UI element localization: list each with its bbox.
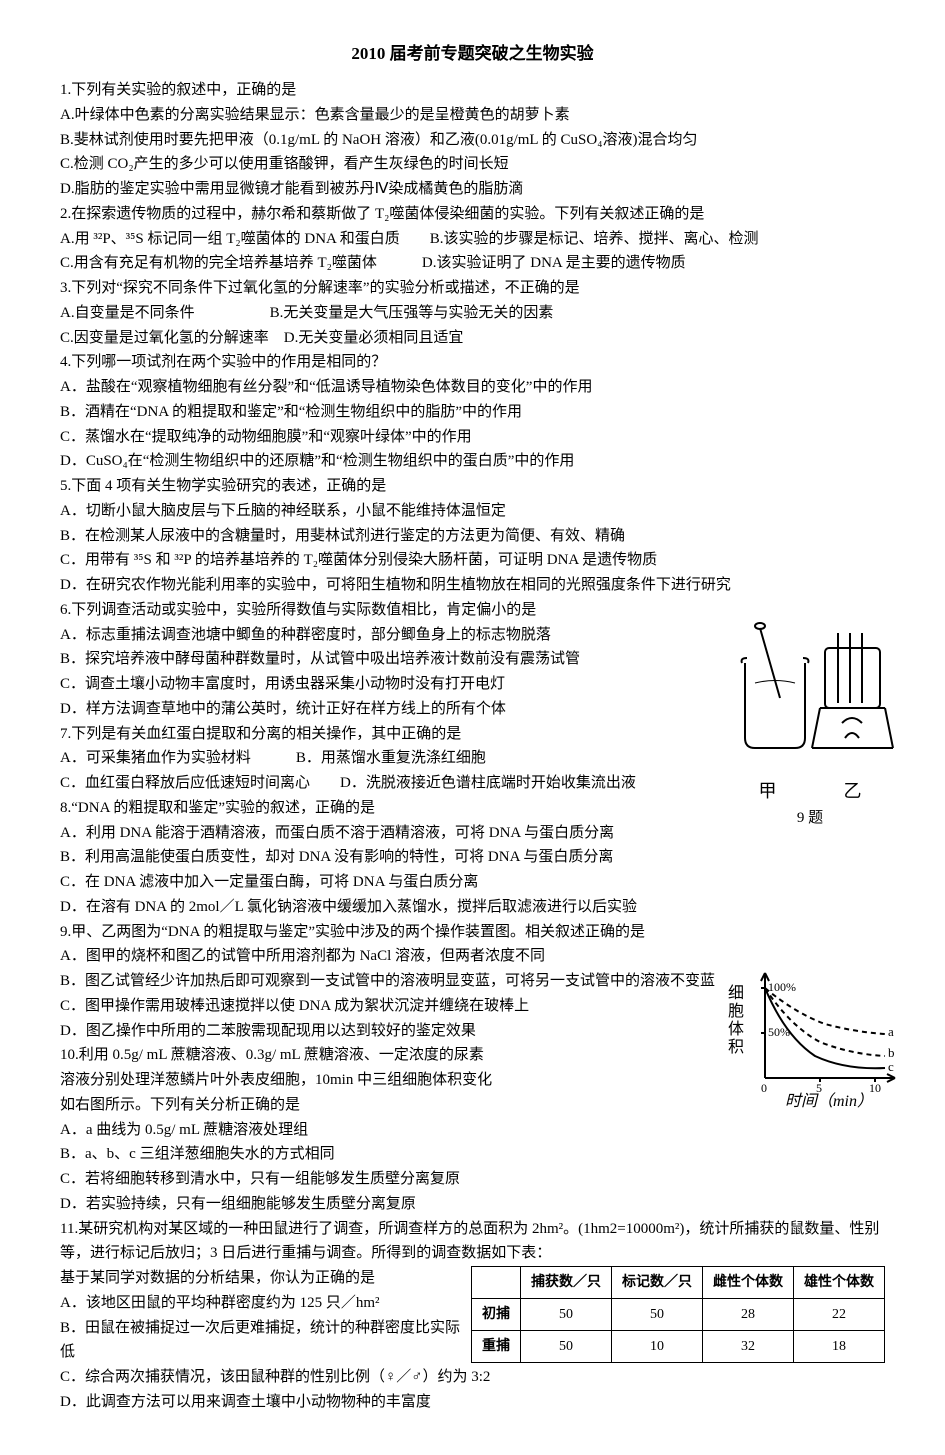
question-11: 11.某研究机构对某区域的一种田鼠进行了调查，所调查样方的总面积为 2hm²。(… (60, 1217, 885, 1415)
svg-text:b: b (888, 1045, 895, 1060)
ytick-100: 100% (768, 980, 796, 994)
ytick-50: 50% (768, 1025, 790, 1039)
text-line: D．CuSO₄在“检测生物组织中的还原糖”和“检测生物组织中的蛋白质”中的作用 (60, 449, 885, 474)
svg-text:胞: 胞 (728, 1002, 744, 1020)
table-cell: 28 (703, 1299, 794, 1331)
text-line: 1.下列有关实验的叙述中，正确的是 (60, 78, 885, 103)
svg-text:a: a (888, 1024, 894, 1039)
q11-option: C．综合两次捕获情况，该田鼠种群的性别比例（♀／♂）约为 3:2 (60, 1365, 885, 1390)
text-line: B．在检测某人尿液中的含糖量时，用斐林试剂进行鉴定的方法更为简便、有效、精确 (60, 524, 885, 549)
text-line: C.检测 CO₂产生的多少可以使用重铬酸钾，看产生灰绿色的时间长短 (60, 152, 885, 177)
text-line: B．a、b、c 三组洋葱细胞失水的方式相同 (60, 1142, 885, 1167)
text-line: A．a 曲线为 0.5g/ mL 蔗糖溶液处理组 (60, 1118, 885, 1143)
text-line: D.脂肪的鉴定实验中需用显微镜才能看到被苏丹Ⅳ染成橘黄色的脂肪滴 (60, 177, 885, 202)
figure-q9: 甲 乙 9 题 (725, 608, 895, 831)
text-line: B．利用高温能使蛋白质变性，却对 DNA 没有影响的特性，可将 DNA 与蛋白质… (60, 845, 885, 870)
text-line: C．用带有 ³⁵S 和 ³²P 的培养基培养的 T₂噬菌体分别侵染大肠杆菌，可证… (60, 548, 885, 573)
table-header (472, 1267, 521, 1299)
text-line: D．若实验持续，只有一组细胞能够发生质壁分离复原 (60, 1192, 885, 1217)
svg-text:体: 体 (728, 1020, 744, 1038)
text-line: C.因变量是过氧化氢的分解速率 D.无关变量必须相同且适宜 (60, 326, 885, 351)
page-title: 2010 届考前专题突破之生物实验 (60, 40, 885, 68)
text-line: B.斐林试剂使用时要先把甲液（0.1g/mL 的 NaOH 溶液）和乙液(0.0… (60, 128, 885, 153)
table-header: 雄性个体数 (794, 1267, 885, 1299)
fig9-caption: 9 题 (725, 806, 895, 831)
table-header: 捕获数／只 (521, 1267, 612, 1299)
svg-text:时间（min）: 时间（min） (785, 1092, 873, 1108)
text-line: A．盐酸在“观察植物细胞有丝分裂”和“低温诱导植物染色体数目的变化”中的作用 (60, 375, 885, 400)
fig9-left-label: 甲 (759, 777, 777, 807)
svg-text:积: 积 (728, 1038, 744, 1056)
table-cell: 初捕 (472, 1299, 521, 1331)
svg-text:c: c (888, 1059, 894, 1074)
text-line: 9.甲、乙两图为“DNA 的粗提取与鉴定”实验中涉及的两个操作装置图。相关叙述正… (60, 920, 885, 945)
text-line: 3.下列对“探究不同条件下过氧化氢的分解速率”的实验分析或描述，不正确的是 (60, 276, 885, 301)
text-line: D．在研究农作物光能利用率的实验中，可将阳生植物和阴生植物放在相同的光照强度条件… (60, 573, 885, 598)
text-line: A．切断小鼠大脑皮层与下丘脑的神经联系，小鼠不能维持体温恒定 (60, 499, 885, 524)
q11-intro: 11.某研究机构对某区域的一种田鼠进行了调查，所调查样方的总面积为 2hm²。(… (60, 1217, 885, 1267)
table-cell: 32 (703, 1331, 794, 1363)
figure-q10: 细 胞 体 积 100% 50% 0 5 10 a b c 时间（min） (725, 958, 895, 1117)
text-line: C．若将细胞转移到清水中，只有一组能够发生质壁分离复原 (60, 1167, 885, 1192)
table-header: 标记数／只 (612, 1267, 703, 1299)
text-line: 5.下面 4 项有关生物学实验研究的表述，正确的是 (60, 474, 885, 499)
text-line: A.自变量是不同条件 B.无关变量是大气压强等与实验无关的因素 (60, 301, 885, 326)
table-cell: 50 (521, 1299, 612, 1331)
text-line: B．酒精在“DNA 的粗提取和鉴定”和“检测生物组织中的脂肪”中的作用 (60, 400, 885, 425)
content: 甲 乙 9 题 细 胞 (60, 78, 885, 1415)
q11-option: D．此调查方法可以用来调查土壤中小动物物种的丰富度 (60, 1390, 885, 1415)
text-line: A.叶绿体中色素的分离实验结果显示：色素含量最少的是呈橙黄色的胡萝卜素 (60, 103, 885, 128)
text-line: D．在溶有 DNA 的 2mol／L 氯化钠溶液中缓缓加入蒸馏水，搅拌后取滤液进… (60, 895, 885, 920)
table-cell: 50 (521, 1331, 612, 1363)
fig9-right-label: 乙 (844, 777, 862, 807)
table-header: 雌性个体数 (703, 1267, 794, 1299)
table-cell: 22 (794, 1299, 885, 1331)
table-row: 初捕50502822 (472, 1299, 885, 1331)
text-line: A.用 ³²P、³⁵S 标记同一组 T₂噬菌体的 DNA 和蛋白质 B.该实验的… (60, 227, 885, 252)
text-line: C.用含有充足有机物的完全培养基培养 T₂噬菌体 D.该实验证明了 DNA 是主… (60, 251, 885, 276)
text-line: C．蒸馏水在“提取纯净的动物细胞膜”和“观察叶绿体”中的作用 (60, 425, 885, 450)
table-cell: 18 (794, 1331, 885, 1363)
table-cell: 重捕 (472, 1331, 521, 1363)
text-line: 2.在探索遗传物质的过程中，赫尔希和蔡斯做了 T₂噬菌体侵染细菌的实验。下列有关… (60, 202, 885, 227)
svg-text:细: 细 (728, 984, 744, 1002)
table-cell: 10 (612, 1331, 703, 1363)
table-row: 重捕50103218 (472, 1331, 885, 1363)
svg-text:0: 0 (761, 1081, 767, 1095)
text-line: C．在 DNA 滤液中加入一定量蛋白酶，可将 DNA 与蛋白质分离 (60, 870, 885, 895)
text-line: 4.下列哪一项试剂在两个实验中的作用是相同的？ (60, 350, 885, 375)
table-cell: 50 (612, 1299, 703, 1331)
q11-table: 捕获数／只标记数／只雌性个体数雄性个体数 初捕50502822重捕5010321… (471, 1266, 885, 1363)
